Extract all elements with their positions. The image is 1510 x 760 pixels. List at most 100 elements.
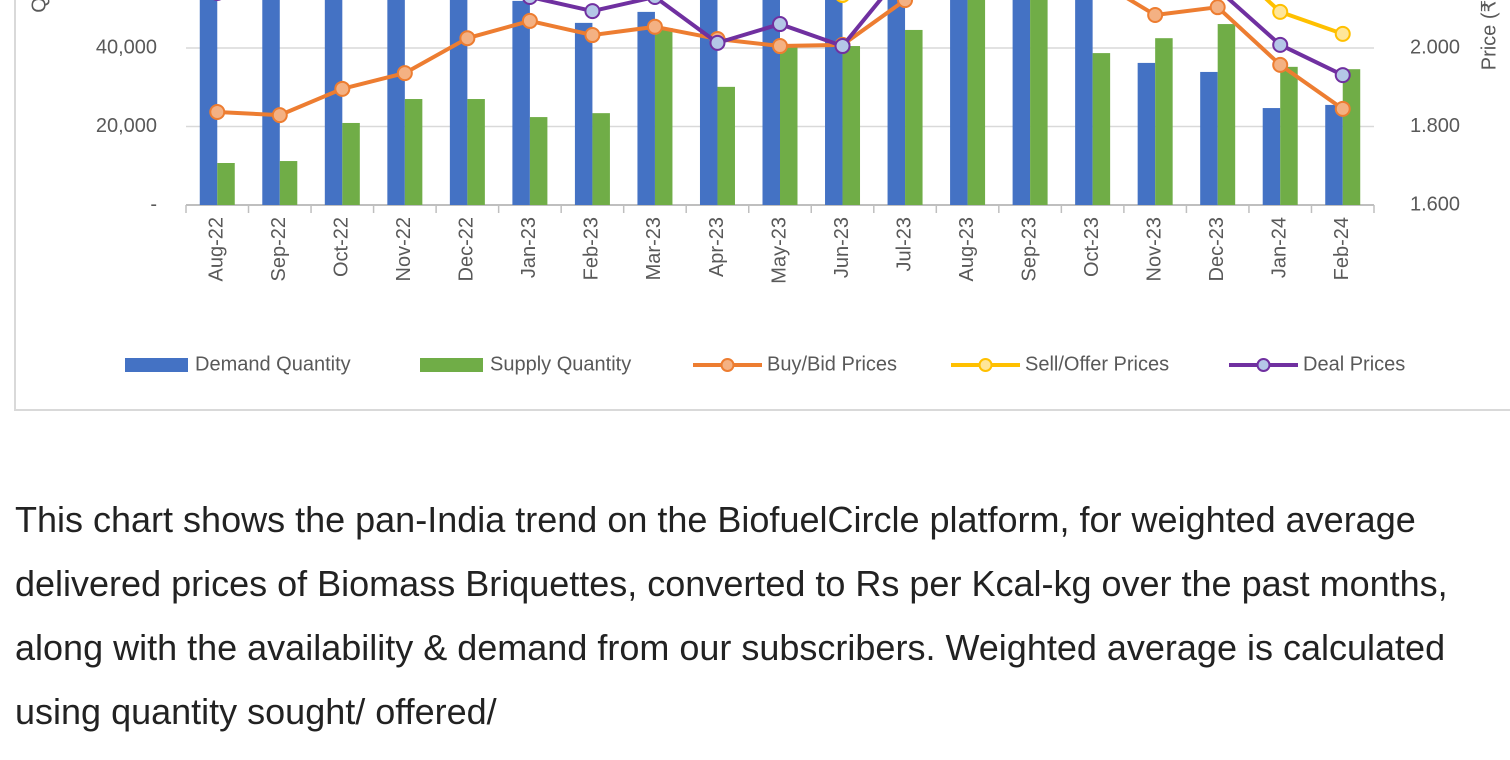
- marker: [772, 38, 788, 55]
- marker: [1147, 7, 1164, 24]
- bar: [1325, 104, 1343, 205]
- x-tick-label: Aug-22: [206, 217, 228, 282]
- bar: [529, 117, 548, 205]
- marker: [834, 38, 851, 55]
- marker: [1272, 36, 1289, 53]
- x-tick-label: Nov-22: [393, 217, 415, 281]
- y2-tick-label: 2.000: [1410, 36, 1460, 58]
- y-tick-label: -: [150, 193, 157, 215]
- x-tick-label: Jan-23: [518, 217, 540, 278]
- marker: [271, 107, 288, 124]
- marker: [836, 0, 849, 4]
- x-tick-label: Jun-23: [831, 217, 853, 278]
- bar: [512, 0, 530, 206]
- x-tick-label: Dec-22: [456, 217, 478, 281]
- x-tick-label: Oct-23: [1081, 217, 1103, 277]
- marker: [1209, 0, 1226, 16]
- legend-swatch: [125, 358, 188, 372]
- x-tick-label: Jan-24: [1268, 217, 1290, 278]
- legend-label: Demand Quantity: [195, 353, 351, 375]
- bar: [1342, 69, 1361, 205]
- bar: [324, 0, 343, 206]
- marker: [1334, 67, 1351, 84]
- bar: [217, 163, 235, 205]
- bar: [449, 0, 468, 205]
- marker: [646, 18, 663, 35]
- x-tick-label: Mar-23: [643, 217, 665, 280]
- marker: [522, 0, 538, 5]
- marker: [1272, 56, 1289, 73]
- x-tick-label: May-23: [768, 217, 790, 284]
- bar: [654, 27, 673, 206]
- x-tick-label: Aug-23: [956, 217, 978, 282]
- marker: [584, 27, 601, 44]
- bar: [950, 0, 968, 205]
- bar: [342, 122, 360, 205]
- x-tick-label: Nov-23: [1143, 217, 1165, 281]
- x-tick-label: Apr-23: [706, 217, 728, 277]
- legend-marker: [1256, 358, 1271, 372]
- chart: Q Price (₹ - 20,000 40,000 1.600 1.800 2.000 A…: [14, 0, 1510, 411]
- bar: [637, 11, 655, 206]
- marker: [647, 0, 663, 5]
- y-axis-label: Q: [28, 0, 50, 13]
- description: This chart shows the pan-India trend on …: [15, 499, 1448, 732]
- bar: [842, 46, 861, 205]
- bar: [887, 0, 906, 205]
- marker: [396, 65, 413, 82]
- legend-swatch: [420, 358, 483, 372]
- bar: [1137, 62, 1156, 205]
- bar: [592, 113, 610, 205]
- legend-marker: [978, 358, 993, 372]
- bar: [1075, 0, 1093, 205]
- bar: [1012, 0, 1031, 205]
- bar: [1217, 24, 1236, 206]
- bar: [825, 0, 843, 205]
- x-tick-label: Sep-22: [268, 217, 290, 282]
- bar: [262, 0, 280, 205]
- x-tick-label: Jul-23: [893, 217, 915, 271]
- bar: [387, 0, 405, 206]
- legend-label: Sell/Offer Prices: [1025, 353, 1169, 375]
- bar: [1262, 108, 1281, 205]
- legend-label: Supply Quantity: [490, 353, 631, 375]
- marker: [1334, 25, 1351, 42]
- marker: [897, 0, 914, 9]
- bar: [967, 0, 986, 205]
- marker: [1272, 3, 1289, 20]
- x-tick-label: Sep-23: [1018, 217, 1040, 282]
- y-tick-label: 20,000: [96, 115, 157, 137]
- marker: [584, 3, 601, 20]
- x-tick-label: Oct-22: [331, 217, 353, 277]
- legend-label: Buy/Bid Prices: [767, 353, 897, 375]
- y2-tick-label: 1.600: [1410, 193, 1460, 215]
- x-tick-label: Dec-23: [1206, 217, 1228, 281]
- bar: [467, 99, 485, 205]
- bar: [574, 22, 593, 205]
- marker: [209, 103, 226, 120]
- bar: [1155, 38, 1173, 205]
- y-tick-label: 40,000: [96, 36, 157, 58]
- marker: [1334, 100, 1351, 117]
- marker: [459, 30, 476, 47]
- bar: [1092, 53, 1111, 205]
- bar: [199, 0, 218, 205]
- bar: [905, 29, 923, 205]
- marker: [772, 16, 788, 33]
- x-tick-label: Feb-23: [581, 217, 603, 280]
- marker: [334, 80, 351, 97]
- legend-marker: [720, 358, 735, 372]
- bar: [404, 99, 423, 205]
- y2-axis-label: Price (₹: [1478, 0, 1500, 70]
- bar: [717, 86, 735, 205]
- bar: [279, 161, 298, 205]
- bar: [1200, 71, 1218, 205]
- bar: [1030, 0, 1048, 206]
- legend-label: Deal Prices: [1303, 353, 1405, 375]
- x-tick-label: Feb-24: [1331, 217, 1353, 280]
- marker: [709, 34, 726, 51]
- marker: [521, 12, 538, 29]
- y2-tick-label: 1.800: [1410, 115, 1460, 137]
- bar: [780, 44, 798, 205]
